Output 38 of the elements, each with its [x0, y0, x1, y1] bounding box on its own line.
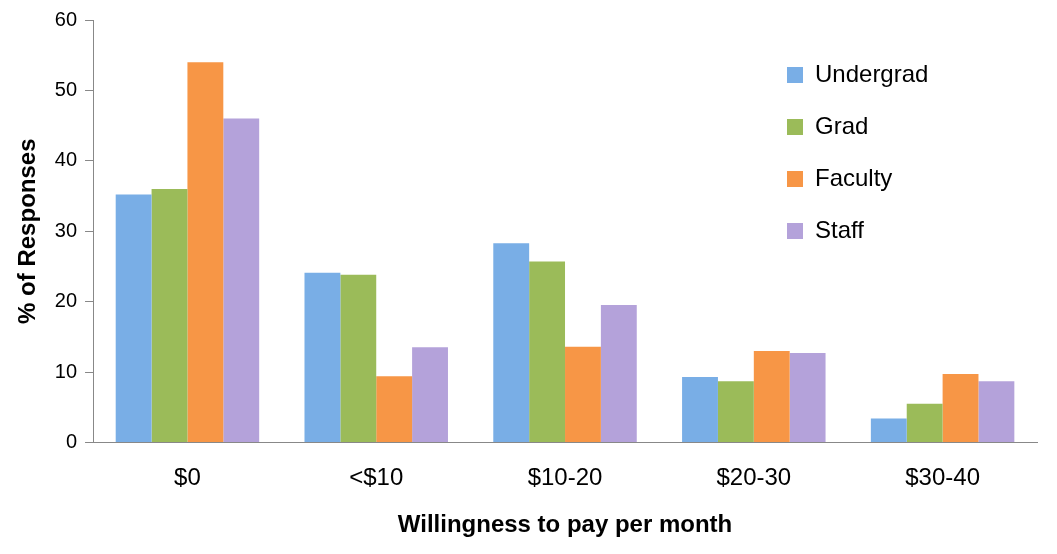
- x-tick-label: $20-30: [716, 463, 792, 491]
- x-tick-label: $30-40: [905, 463, 980, 491]
- bar: [493, 243, 530, 442]
- bar: [870, 418, 907, 442]
- bar: [682, 376, 718, 442]
- bar: [565, 346, 601, 442]
- y-tick-label: 20: [54, 289, 78, 312]
- bar: [942, 374, 979, 442]
- y-tick-label: 10: [54, 359, 78, 382]
- x-tick-label: $0: [174, 463, 201, 491]
- bar: [906, 403, 943, 442]
- legend-label: Faculty: [815, 163, 893, 191]
- bar: [151, 188, 188, 442]
- bar: [717, 381, 754, 442]
- bar: [223, 118, 260, 442]
- bar: [187, 62, 224, 442]
- bar: [529, 261, 566, 442]
- legend-label: Grad: [815, 111, 869, 139]
- y-tick-label: 30: [54, 218, 78, 241]
- y-tick-label: 50: [54, 77, 78, 100]
- x-tick-label: <$10: [349, 463, 404, 491]
- bar: [412, 347, 448, 442]
- y-tick-label: 60: [54, 7, 78, 30]
- y-tick-label: 0: [65, 429, 78, 452]
- legend-label: Staff: [815, 215, 865, 243]
- bar: [753, 350, 790, 442]
- x-axis-title: Willingness to pay per month: [397, 510, 733, 538]
- bar: [978, 381, 1015, 442]
- legend-label: Undergrad: [815, 59, 929, 87]
- bar: [304, 272, 341, 442]
- bar: [789, 352, 826, 442]
- x-tick-label: $10-20: [527, 463, 603, 491]
- bar: [376, 376, 413, 442]
- bar: [115, 194, 152, 442]
- bar: [600, 305, 637, 442]
- y-axis-title: % of Responses: [13, 138, 41, 324]
- bar: [340, 274, 377, 442]
- y-tick-label: 40: [54, 148, 78, 171]
